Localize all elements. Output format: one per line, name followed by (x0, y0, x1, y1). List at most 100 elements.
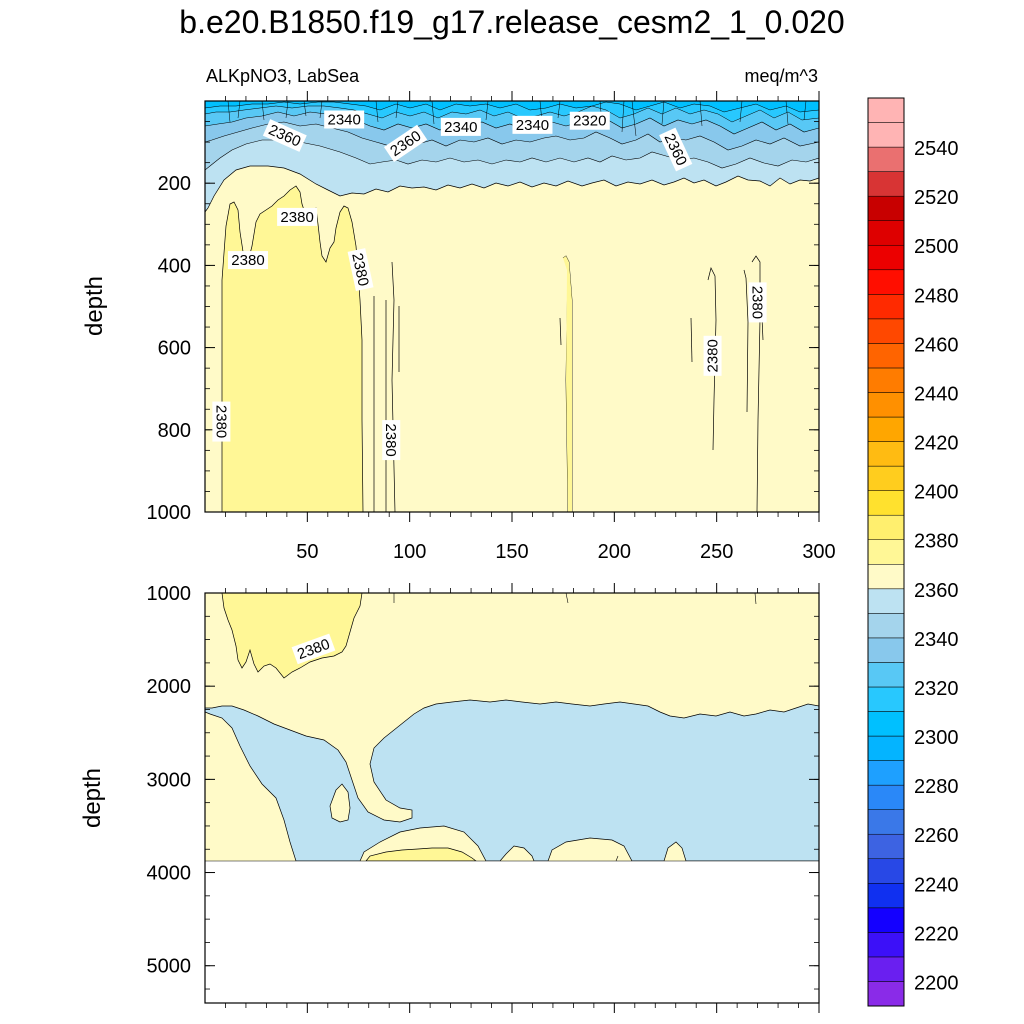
colorbar-box (867, 269, 905, 295)
contour-label-box (347, 248, 374, 291)
contour-label-text: 2320 (573, 113, 606, 130)
colorbar-box (867, 220, 905, 246)
colorbar-box (867, 122, 905, 148)
band-2390-bottom-lower (365, 847, 478, 862)
colorbar-box (867, 465, 905, 491)
contour-label-box (277, 207, 318, 226)
colorbar-box (867, 588, 905, 614)
contour-label: 2380 (703, 335, 722, 376)
colorbar-tick-label: 2520 (914, 187, 959, 209)
contour-label-box (383, 124, 428, 162)
contour-label-box (324, 110, 365, 129)
surface-striations (227, 101, 807, 137)
colorbar-box (867, 171, 905, 197)
colorbar-tick-label: 2360 (914, 580, 959, 602)
colorbar-tick-label: 2220 (914, 923, 959, 945)
colorbar-tick-label: 2500 (914, 236, 959, 258)
colorbar-tick-label: 2240 (914, 874, 959, 896)
contour-label: 2380 (748, 282, 767, 323)
colorbar-box (867, 981, 905, 1007)
x-tick-label: 300 (802, 541, 835, 563)
upper-y-axis-label: depth (81, 276, 108, 336)
y-tick-label: 800 (158, 420, 191, 442)
colorbar-box (867, 490, 905, 516)
colorbar-tick-label: 2300 (914, 727, 959, 749)
contour-label: 2340 (440, 117, 481, 136)
colorbar-tick-label: 2400 (914, 482, 959, 504)
band-2390-top-lower (221, 593, 363, 679)
colorbar-tick-label: 2260 (914, 825, 959, 847)
contour-label-text: 2380 (348, 252, 372, 288)
colorbar: 2200 2220 2240 2260 2280 2300 2320 2340 2360 2380… (867, 97, 959, 1007)
colorbar-tick-label: 2480 (914, 285, 959, 307)
colorbar-tick-label: 2320 (914, 678, 959, 700)
contour-label-text: 2380 (212, 405, 229, 438)
colorbar-box (867, 514, 905, 540)
colorbar-box (867, 662, 905, 688)
x-tick-label: 50 (296, 541, 318, 563)
upper-right-string: meq/m^3 (745, 66, 818, 86)
upper-plot-area (205, 101, 819, 512)
colorbar-box (867, 318, 905, 344)
y-tick-label: 1000 (147, 583, 192, 605)
band-2390-strip-upper (563, 256, 572, 512)
colorbar-box (867, 932, 905, 958)
colorbar-box (867, 637, 905, 663)
colorbar-box (867, 343, 905, 369)
colorbar-box (867, 613, 905, 639)
y-tick-label: 200 (158, 173, 191, 195)
y-tick-label: 4000 (147, 863, 192, 885)
colorbar-tick-label: 2440 (914, 383, 959, 405)
contour-label: 2340 (512, 115, 553, 134)
colorbar-tick-label: 2540 (914, 138, 959, 160)
colorbar-box (867, 392, 905, 418)
y-tick-label: 3000 (147, 769, 192, 791)
upper-panel: 200 400 600 800 1000 50 100 150 200 250 300 2340 23… (81, 66, 836, 563)
contour-label-box (703, 335, 722, 376)
upper-axis-ticks: 200 400 600 800 1000 50 100 150 200 250 300 (147, 91, 836, 563)
y-tick-label: 400 (158, 255, 191, 277)
x-tick-label: 250 (700, 541, 733, 563)
colorbar-tick-label: 2460 (914, 334, 959, 356)
colorbar-tick-label: 2280 (914, 776, 959, 798)
colorbar-box (867, 858, 905, 884)
x-tick-label: 150 (495, 541, 528, 563)
contour-label-text: 2380 (705, 339, 722, 372)
colorbar-tick-label: 2340 (914, 629, 959, 651)
colorbar-box (867, 711, 905, 737)
lower-thin-contours (393, 593, 757, 862)
contour-label-text: 2340 (516, 117, 549, 134)
contour-label: 2380 (382, 420, 401, 461)
contour-label: 2380 (212, 401, 231, 442)
y-tick-label: 600 (158, 338, 191, 360)
colorbar-box (867, 195, 905, 221)
y-tick-label: 2000 (147, 676, 192, 698)
contour-label-box (512, 115, 553, 134)
x-tick-label: 100 (393, 541, 426, 563)
y-tick-label: 5000 (147, 956, 192, 978)
contour-label-text: 2380 (280, 209, 313, 226)
colorbar-box (867, 441, 905, 467)
band-2360-lower (205, 699, 819, 862)
colorbar-box (867, 809, 905, 835)
colorbar-box (867, 97, 905, 123)
contour-label: 2380 (227, 251, 268, 270)
colorbar-box (867, 907, 905, 933)
contour-label-text: 2340 (444, 119, 477, 136)
missing-region (205, 861, 819, 1003)
colorbar-frame (867, 97, 905, 1007)
contour-label: 2380 (347, 248, 374, 291)
contour-label-text: 2380 (231, 252, 264, 269)
lower-axis-ticks: 1000 2000 3000 4000 5000 (147, 583, 820, 1013)
upper-left-string: ALKpNO3, LabSea (206, 66, 360, 86)
contour-label-box (262, 119, 307, 152)
colorbar-box (867, 686, 905, 712)
contour-label-box (440, 117, 481, 136)
colorbar-box (867, 564, 905, 590)
colorbar-box (867, 294, 905, 320)
colorbar-box (867, 784, 905, 810)
contour-label-box (227, 251, 268, 270)
colorbar-box (867, 833, 905, 860)
contour-label-text: 2340 (327, 111, 360, 128)
contour-label-box (382, 420, 401, 461)
